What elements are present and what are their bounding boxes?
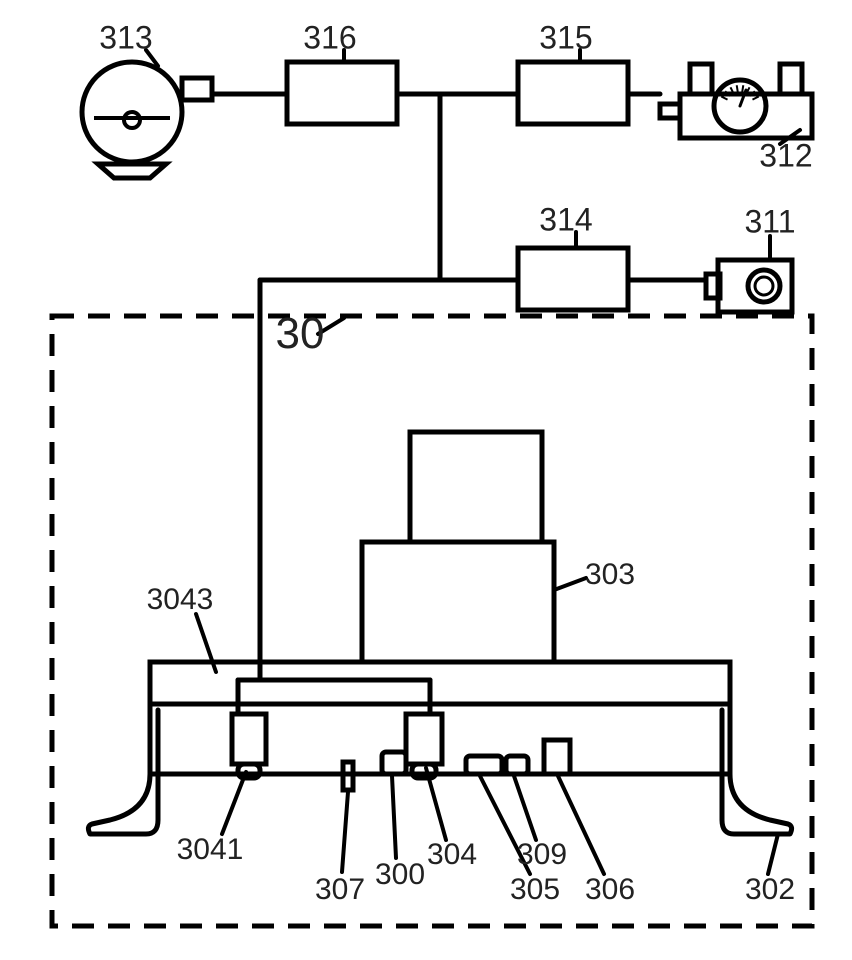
- label-ref_313: 313: [99, 20, 152, 57]
- label-ref_305: 305: [510, 873, 560, 907]
- label-ref_315: 315: [539, 20, 592, 57]
- diagram-svg: [0, 0, 852, 960]
- label-ref_307: 307: [315, 873, 365, 907]
- label-ref_314: 314: [539, 202, 592, 239]
- label-ref_3041: 3041: [177, 833, 244, 867]
- label-ref_312: 312: [759, 138, 812, 175]
- diagram-stage: 313 316 315 312 314 311 30 303 3043 3041 307 300304…: [0, 0, 852, 960]
- label-ref_3043: 3043: [147, 583, 214, 617]
- label-ref_30: 30: [276, 309, 325, 359]
- label-ref_311: 311: [744, 204, 795, 241]
- label-ref_303: 303: [585, 558, 635, 592]
- label-ref_304: 304: [427, 838, 477, 872]
- label-ref_302: 302: [745, 873, 795, 907]
- label-ref_309: 309: [517, 838, 567, 872]
- label-ref_316: 316: [303, 20, 356, 57]
- label-ref_300: 300: [375, 858, 425, 892]
- label-ref_306: 306: [585, 873, 635, 907]
